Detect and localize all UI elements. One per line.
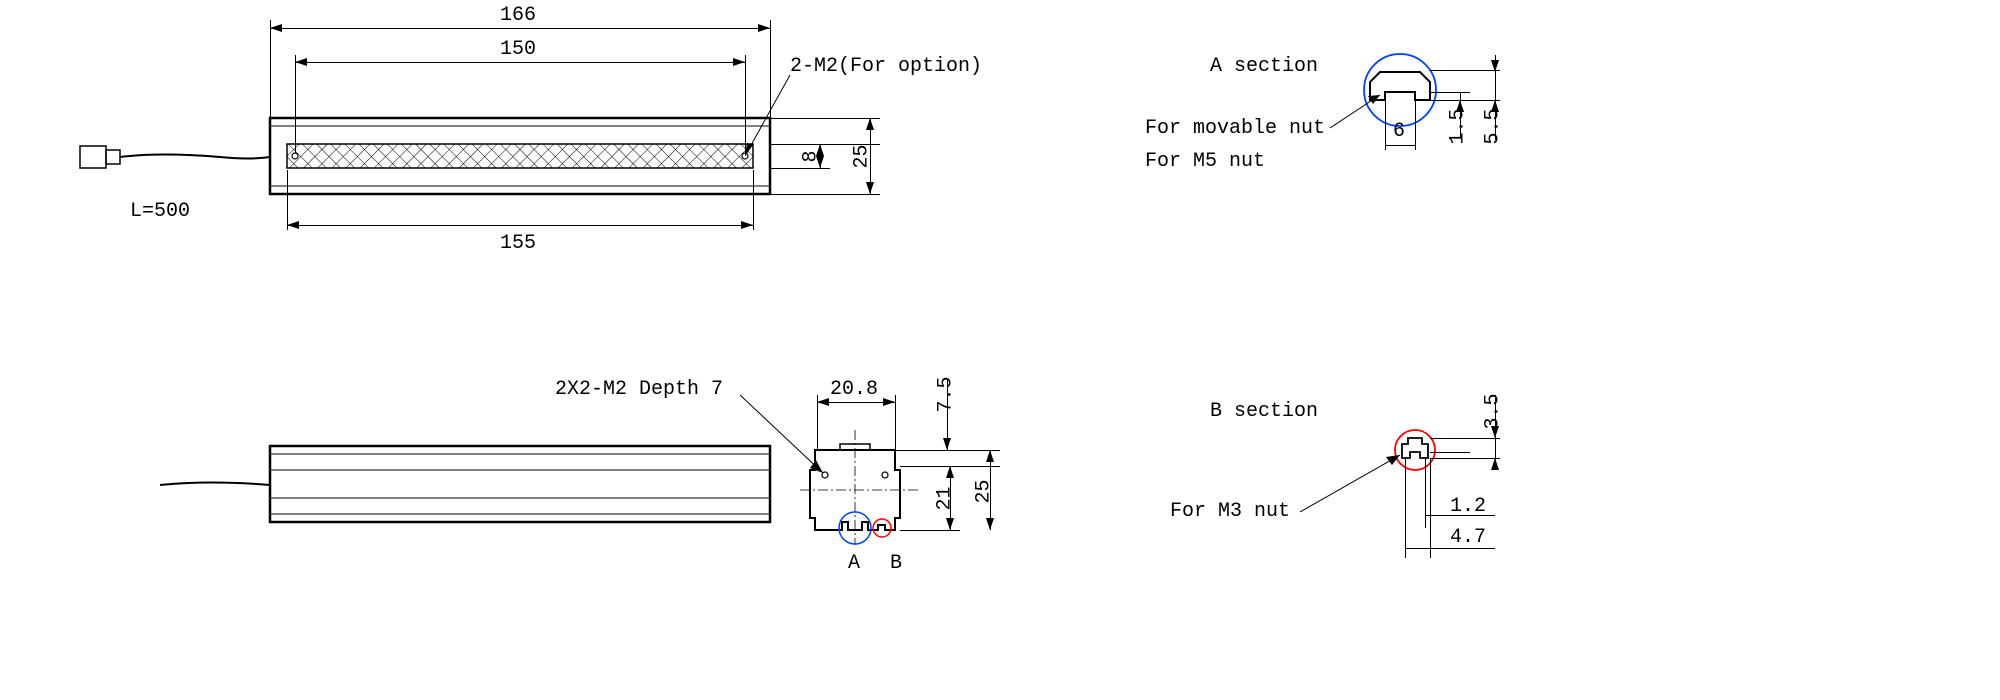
dim-25: 25 [851,144,874,168]
ext-line [770,168,830,169]
option-label: 2-M2(For option) [790,55,982,78]
ext-line [770,194,880,195]
depth-label: 2X2-M2 Depth 7 [555,378,723,401]
arrow [986,450,994,462]
arrow [943,438,951,450]
arrow [741,221,753,229]
ext-line [895,395,896,450]
ext-line [753,170,754,230]
dim-150: 150 [500,38,536,61]
leader-option [745,70,805,160]
dim-line-6 [1385,145,1415,146]
dim-4-7: 4.7 [1450,526,1486,549]
ext-line [1430,458,1500,459]
dim-20-8: 20.8 [830,378,878,401]
leader-A [1330,90,1390,135]
arrow [866,182,874,194]
ext-line [295,55,296,153]
arrow [1491,60,1499,72]
ext-line [1385,100,1386,150]
arrow [295,58,307,66]
dim-line-166 [270,28,770,29]
end-letter-B: B [890,552,902,575]
arrow [270,24,282,32]
dim-155: 155 [500,232,536,255]
end-letter-A: A [848,552,860,575]
section-A-title: A section [1210,55,1318,78]
dim-21: 21 [934,486,957,510]
arrow [883,398,895,406]
ext-line [270,20,271,118]
arrow [758,24,770,32]
ext-line [1430,70,1500,71]
arrow [287,221,299,229]
dim-166: 166 [500,4,536,27]
dim-5-5: 5.5 [1482,108,1505,144]
leader-depth [740,390,830,480]
arrow [946,518,954,530]
arrow [986,518,994,530]
ext-line [1430,92,1470,93]
arrow [733,58,745,66]
ext-line [1430,100,1500,101]
ext-line [1405,458,1406,558]
dim-line-150 [295,62,745,63]
section-B-title: B section [1210,400,1318,423]
ext-line [1430,458,1431,558]
dim-7-5: 7.5 [935,376,958,412]
cable-length-label: L=500 [130,200,190,223]
arrow [946,466,954,478]
ext-line [1415,100,1416,150]
ext-line [900,450,1000,451]
leader-B [1300,450,1410,515]
ext-line [1430,452,1470,453]
ext-line [1430,438,1500,439]
dim-1-5: 1.5 [1447,108,1470,144]
ext-line [900,530,960,531]
section-A-movable: For movable nut [1145,117,1325,140]
dim-3-5: 3.5 [1482,393,1505,429]
side-view-drawing [160,440,780,530]
ext-line [1425,458,1426,528]
section-B-m3: For M3 nut [1170,500,1290,523]
arrow [866,118,874,130]
section-A-m5: For M5 nut [1145,150,1265,173]
dim-1-2: 1.2 [1450,495,1486,518]
dim-25b: 25 [973,479,996,503]
arrow [1491,458,1499,470]
dim-line-155 [287,225,753,226]
dim-6: 6 [1393,120,1405,143]
